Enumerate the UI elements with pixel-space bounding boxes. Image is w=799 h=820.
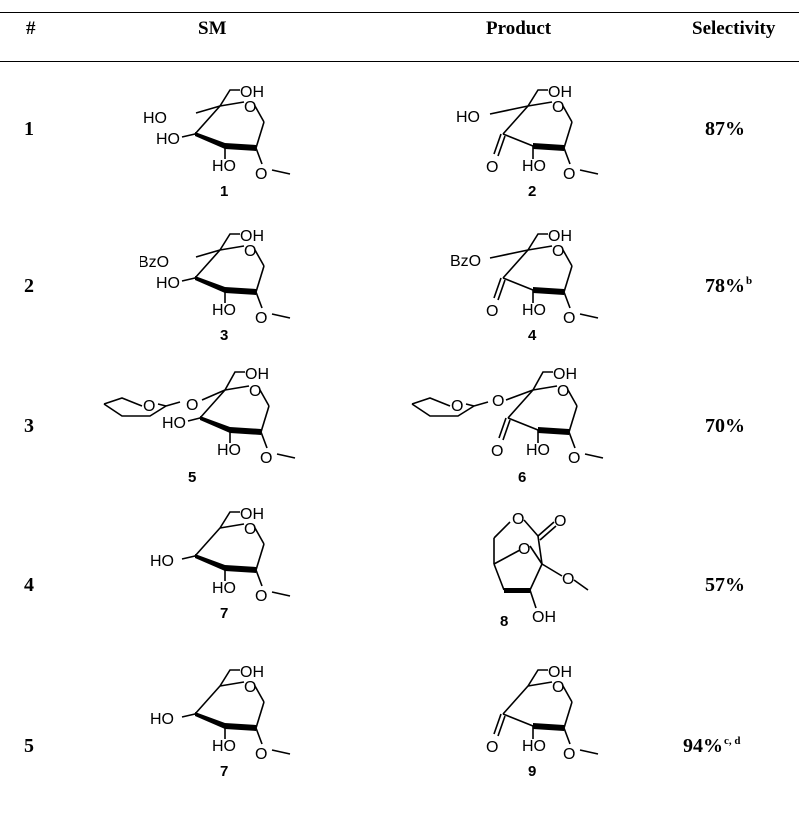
label: HO (526, 442, 550, 459)
selectivity-value: 94%c, d (683, 735, 741, 758)
header-number: # (26, 18, 36, 40)
label: O (255, 166, 267, 183)
structure-compound-1: OH O HO HO HO O 1 (140, 84, 310, 202)
label: HO (212, 302, 236, 319)
label: O (244, 99, 256, 116)
label: O (486, 159, 498, 176)
label: O (255, 746, 267, 763)
label: O (562, 571, 574, 588)
table-header-rule (0, 61, 799, 62)
label: HO (162, 415, 186, 432)
compound-number: 6 (518, 469, 526, 486)
label: O (563, 746, 575, 763)
label: HO (156, 275, 180, 292)
label: HO (212, 580, 236, 597)
label: HO (212, 738, 236, 755)
selectivity-value: 78%b (705, 275, 752, 298)
table-top-rule (0, 12, 799, 13)
selectivity-value: 70% (705, 415, 745, 438)
structure-compound-3: OH O BzO HO HO O 3 (140, 228, 310, 346)
label: O (486, 303, 498, 320)
structure-compound-7: OH O HO HO O 7 (140, 506, 310, 624)
label: O (552, 243, 564, 260)
selectivity-value: 57% (705, 574, 745, 597)
structure-compound-2: OH O HO O HO O 2 (448, 84, 618, 202)
label: O (563, 166, 575, 183)
label: O (451, 398, 463, 415)
label: O (143, 398, 155, 415)
label: O (255, 588, 267, 605)
compound-number: 3 (220, 327, 228, 344)
label: O (244, 521, 256, 538)
label: O (552, 99, 564, 116)
label: O (260, 450, 272, 467)
label: HO (156, 131, 180, 148)
compound-number: 5 (188, 469, 196, 486)
compound-number: 2 (528, 183, 536, 200)
label: HO (522, 302, 546, 319)
label: HO (143, 110, 167, 127)
row-number: 3 (24, 415, 34, 438)
label: HO (212, 158, 236, 175)
label: O (568, 450, 580, 467)
compound-number: 1 (220, 183, 228, 200)
structure-compound-9: OH O O HO O 9 (448, 664, 618, 782)
label: O (512, 511, 524, 528)
header-selectivity: Selectivity (692, 18, 775, 40)
label: O (518, 541, 530, 558)
structure-compound-7: OH O HO HO O 7 (140, 664, 310, 782)
label: O (492, 393, 504, 410)
compound-number: 8 (500, 613, 508, 630)
label: HO (217, 442, 241, 459)
selectivity-value: 87% (705, 118, 745, 141)
label: O (244, 243, 256, 260)
row-number: 1 (24, 118, 34, 141)
row-number: 4 (24, 574, 34, 597)
label: OH (553, 366, 577, 383)
header-sm: SM (198, 18, 227, 40)
compound-number: 7 (220, 763, 228, 780)
row-number: 5 (24, 735, 34, 758)
structure-compound-6: O O OH O O HO O 6 (408, 360, 623, 490)
label: HO (150, 711, 174, 728)
label: HO (456, 109, 480, 126)
label: O (255, 310, 267, 327)
label: O (186, 397, 198, 414)
label: O (552, 679, 564, 696)
compound-number: 7 (220, 605, 228, 622)
label: O (557, 383, 569, 400)
label: O (486, 739, 498, 756)
label: OH (532, 609, 556, 626)
structure-compound-4: OH O BzO O HO O 4 (448, 228, 618, 346)
label: O (249, 383, 261, 400)
label: HO (522, 738, 546, 755)
label: BzO (140, 254, 169, 271)
footnote-mark: b (746, 275, 752, 287)
compound-number: 4 (528, 327, 537, 344)
structure-compound-8: O O O O OH 8 (470, 500, 610, 630)
label: HO (522, 158, 546, 175)
label: BzO (450, 253, 481, 270)
compound-number: 9 (528, 763, 536, 780)
label: HO (150, 553, 174, 570)
header-product: Product (486, 18, 551, 40)
label: O (244, 679, 256, 696)
footnote-mark: c, d (724, 735, 741, 747)
label: O (563, 310, 575, 327)
row-number: 2 (24, 275, 34, 298)
label: O (491, 443, 503, 460)
structure-compound-5: O O OH O HO HO O 5 (100, 360, 315, 490)
label: O (554, 513, 566, 530)
label: OH (245, 366, 269, 383)
